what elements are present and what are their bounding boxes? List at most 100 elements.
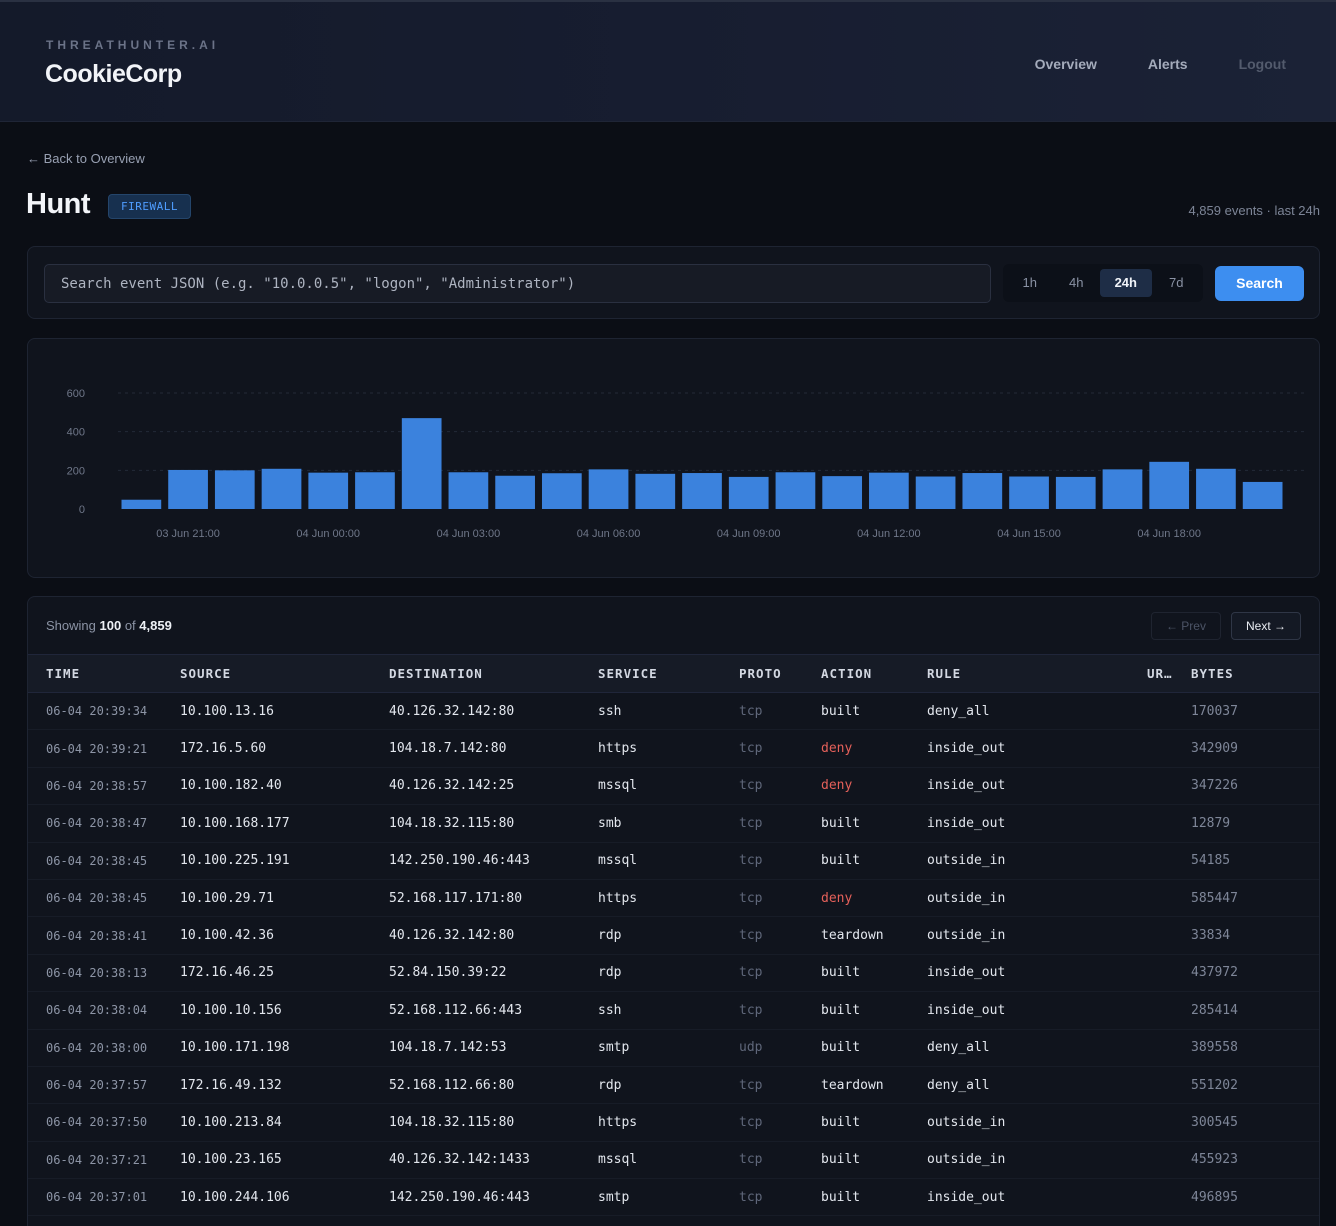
- col-user[interactable]: UR…: [1147, 666, 1173, 681]
- brand-subtitle: THREATHUNTER.AI: [46, 38, 220, 52]
- histogram-bar[interactable]: [214, 470, 255, 509]
- histogram-bar[interactable]: [775, 472, 816, 509]
- histogram-bar[interactable]: [168, 469, 208, 509]
- prev-page-button[interactable]: ← Prev: [1150, 612, 1221, 640]
- cell-user: [1147, 842, 1191, 879]
- histogram-bar[interactable]: [121, 499, 162, 509]
- showing-of: of: [124, 618, 136, 633]
- search-button[interactable]: Search: [1215, 266, 1304, 301]
- cell-destination: 142.250.190.46:443: [389, 1189, 530, 1205]
- back-to-overview-link[interactable]: ← Back to Overview: [27, 151, 145, 166]
- histogram-bar[interactable]: [1055, 476, 1096, 509]
- histogram-bar[interactable]: [588, 469, 629, 509]
- table-row[interactable]: 06-04 20:39:21 172.16.5.60 104.18.7.142:80…: [28, 730, 1319, 768]
- table-row[interactable]: 06-04 20:38:47 10.100.168.177 104.18.32.11…: [28, 805, 1319, 843]
- histogram-bar[interactable]: [1196, 468, 1236, 509]
- cell-rule: outside_in: [927, 890, 1006, 906]
- range-7d-button[interactable]: 7d: [1169, 275, 1184, 290]
- page-title: Hunt: [26, 188, 91, 220]
- cell-destination: 40.126.32.142:25: [389, 778, 515, 794]
- cell-proto: udp: [739, 1040, 763, 1056]
- table-row[interactable]: 06-04 20:38:57 10.100.182.40 40.126.32.142…: [28, 767, 1319, 805]
- table-row[interactable]: 06-04 20:38:04 10.100.10.156 52.168.112.66…: [28, 992, 1319, 1030]
- cell-proto: tcp: [739, 890, 763, 906]
- histogram-bar[interactable]: [495, 475, 535, 509]
- cell-user: [1147, 1141, 1191, 1178]
- cell-bytes: 33834: [1191, 928, 1231, 944]
- range-24h-button[interactable]: 24h: [1100, 269, 1152, 297]
- nav-overview[interactable]: Overview: [1034, 56, 1097, 72]
- cell-proto: tcp: [739, 1002, 763, 1018]
- cell-source: 10.100.171.198: [180, 1040, 290, 1056]
- range-4h-button[interactable]: 4h: [1069, 275, 1084, 290]
- time-range-group: 1h 4h 24h 7d: [1003, 264, 1203, 302]
- histogram-bar[interactable]: [541, 473, 582, 509]
- cell-action: deny: [821, 778, 853, 794]
- cell-proto: tcp: [739, 778, 763, 794]
- histogram-bar[interactable]: [962, 473, 1003, 509]
- cell-rule: deny_all: [927, 1077, 990, 1093]
- table-row[interactable]: 06-04 20:39:34 10.100.13.16 40.126.32.142:…: [28, 693, 1319, 730]
- histogram-bar[interactable]: [682, 473, 722, 509]
- cell-action: built: [821, 1040, 861, 1056]
- table-row[interactable]: 06-04 20:37:01 10.100.244.106 142.250.190.…: [28, 1179, 1319, 1216]
- histogram-bar[interactable]: [308, 472, 349, 509]
- histogram-bar[interactable]: [822, 476, 863, 509]
- cell-bytes: 300545: [1191, 1114, 1238, 1130]
- table-row[interactable]: 06-04 20:37:57 172.16.49.132 52.168.112.66…: [28, 1066, 1319, 1104]
- table-row[interactable]: 06-04 20:38:00 10.100.171.198 104.18.7.142…: [28, 1029, 1319, 1067]
- cell-rule: inside_out: [927, 965, 1006, 981]
- col-proto[interactable]: PROTO: [739, 666, 782, 681]
- cell-action: built: [821, 703, 861, 719]
- table-row[interactable]: 06-04 20:38:41 10.100.42.36 40.126.32.142:…: [28, 917, 1319, 955]
- histogram-bar[interactable]: [1149, 461, 1190, 509]
- col-time[interactable]: TIME: [46, 666, 81, 681]
- histogram-bar[interactable]: [869, 472, 909, 509]
- cell-rule: outside_in: [927, 853, 1006, 869]
- range-1h-button[interactable]: 1h: [1022, 275, 1037, 290]
- cell-user: [1147, 693, 1191, 730]
- nav-logout[interactable]: Logout: [1238, 56, 1286, 72]
- histogram-bar[interactable]: [1009, 476, 1049, 509]
- histogram-bar[interactable]: [635, 473, 676, 509]
- search-panel: 1h 4h 24h 7d Search: [27, 246, 1320, 319]
- table-row[interactable]: 06-04 20:38:13 172.16.46.25 52.84.150.39:2…: [28, 954, 1319, 992]
- cell-bytes: 347226: [1191, 778, 1238, 794]
- table-row[interactable]: 06-04 20:37:21 10.100.23.165 40.126.32.142…: [28, 1141, 1319, 1179]
- col-source[interactable]: SOURCE: [180, 666, 232, 681]
- cell-service: ssh: [598, 703, 622, 719]
- histogram-bar[interactable]: [1102, 469, 1143, 509]
- cell-user: [1147, 1104, 1191, 1141]
- histogram-bar[interactable]: [355, 472, 395, 509]
- histogram-bar[interactable]: [1242, 481, 1283, 509]
- histogram-bar[interactable]: [915, 476, 956, 509]
- col-service[interactable]: SERVICE: [598, 666, 658, 681]
- histogram-bar[interactable]: [261, 468, 302, 509]
- cell-user: [1147, 730, 1191, 767]
- y-tick-label: 600: [67, 388, 85, 400]
- table-row[interactable]: 06-04 20:38:45 10.100.29.71 52.168.117.171…: [28, 879, 1319, 917]
- cell-proto: tcp: [739, 741, 763, 757]
- x-tick-label: 04 Jun 18:00: [1137, 528, 1201, 540]
- col-destination[interactable]: DESTINATION: [389, 666, 483, 681]
- histogram-bar[interactable]: [448, 472, 489, 509]
- cell-destination: 52.84.150.39:22: [389, 965, 507, 981]
- nav-alerts[interactable]: Alerts: [1147, 56, 1188, 72]
- cell-action: deny: [821, 890, 853, 906]
- cell-user: [1147, 917, 1191, 954]
- cell-proto: tcp: [739, 815, 763, 831]
- col-bytes[interactable]: BYTES: [1191, 666, 1234, 681]
- cell-destination: 104.18.32.115:80: [389, 815, 515, 831]
- table-row[interactable]: 06-04 20:37:50 10.100.213.84 104.18.32.115…: [28, 1104, 1319, 1142]
- cell-source: 10.100.23.165: [180, 1152, 282, 1168]
- col-rule[interactable]: RULE: [927, 666, 962, 681]
- col-action[interactable]: ACTION: [821, 666, 873, 681]
- cell-time: 06-04 20:38:57: [46, 778, 148, 793]
- table-row[interactable]: 06-04 20:38:45 10.100.225.191 142.250.190.…: [28, 842, 1319, 880]
- histogram-bar[interactable]: [401, 418, 442, 509]
- cell-destination: 40.126.32.142:80: [389, 928, 515, 944]
- histogram-bar[interactable]: [728, 476, 769, 509]
- search-input[interactable]: [44, 264, 991, 303]
- next-page-button[interactable]: Next →: [1230, 612, 1301, 640]
- cell-service: mssql: [598, 778, 638, 794]
